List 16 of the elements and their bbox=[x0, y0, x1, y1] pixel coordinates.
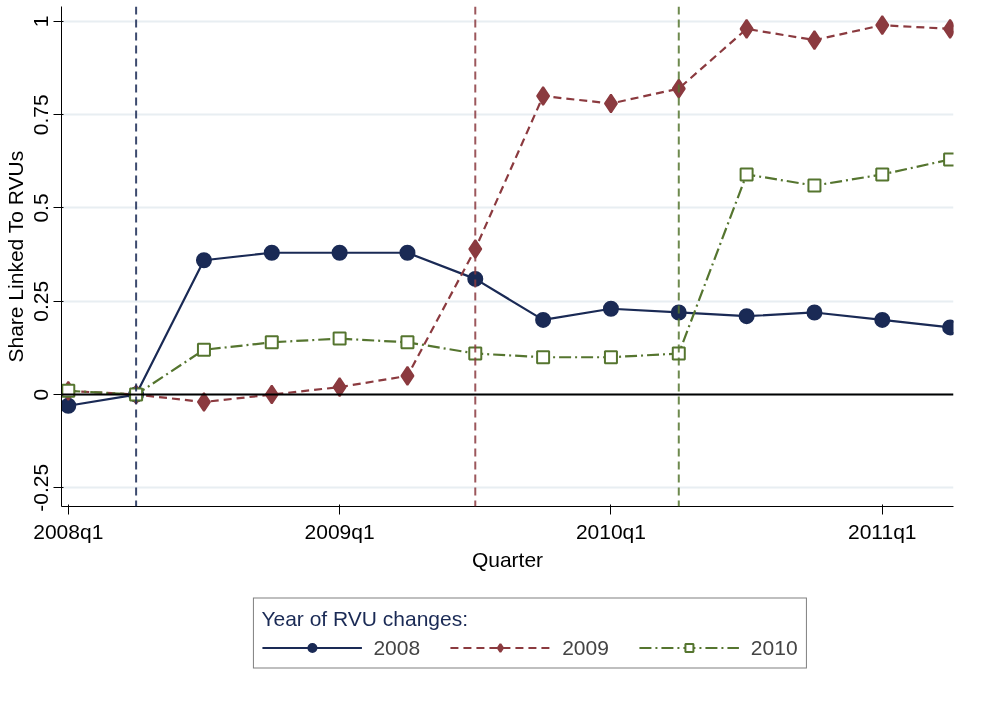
x-tick-label: 2010q1 bbox=[575, 519, 646, 543]
y-tick-label: 0.75 bbox=[29, 94, 53, 136]
x-tick-label: 2011q1 bbox=[848, 519, 917, 543]
y-axis-title: Share Linked To RVUs bbox=[3, 150, 27, 363]
y-tick-label: -0.25 bbox=[29, 463, 53, 512]
x-axis-title: Quarter bbox=[471, 547, 544, 571]
y-tick-label: 0.25 bbox=[29, 280, 53, 322]
y-tick-label: 1 bbox=[29, 15, 53, 28]
y-tick-label: 0 bbox=[29, 388, 53, 401]
legend-label: 2008 bbox=[373, 635, 421, 660]
legend-title: Year of RVU changes: bbox=[261, 606, 470, 631]
x-tick-label: 2009q1 bbox=[304, 519, 375, 543]
x-tick-label: 2008q1 bbox=[33, 519, 104, 543]
legend-label: 2010 bbox=[750, 635, 798, 660]
y-tick-label: 0.5 bbox=[29, 193, 53, 223]
legend-label: 2009 bbox=[562, 635, 609, 660]
